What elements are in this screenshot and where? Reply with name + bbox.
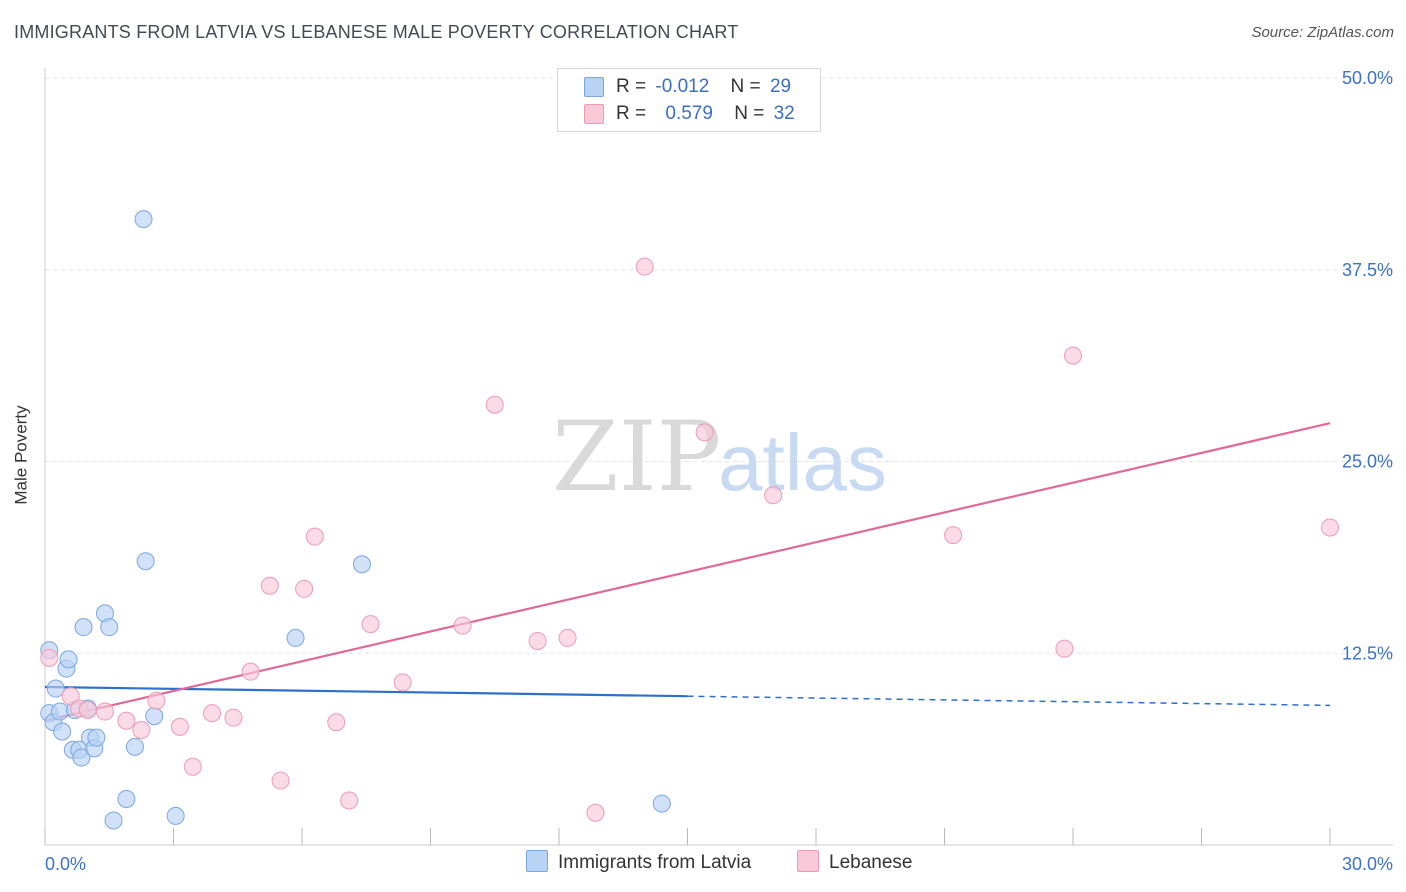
bottom-lebanese-label: Lebanese [829,852,913,873]
latvia-point [74,618,93,637]
lebanese-point [528,631,547,650]
y-tick-label: 12.5% [1342,643,1393,663]
latvia-point [100,618,119,637]
lebanese-point [40,648,59,667]
lebanese-point [271,771,290,790]
latvia-n-value: 29 [769,76,792,97]
lebanese-point [170,717,189,736]
latvia-point [166,806,185,825]
lebanese-point [1055,639,1074,658]
latvia-point [117,789,136,808]
chart-source: Source: ZipAtlas.com [1251,24,1394,41]
lebanese-point [260,576,279,595]
lebanese-swatch [584,104,604,124]
lebanese-point [361,615,380,634]
bottom-legend-lebanese: Lebanese [797,850,912,874]
watermark-zip: ZIP [552,401,721,513]
lebanese-point [485,395,504,414]
latvia-trend-extension [687,695,1331,707]
stats-legend: R = -0.012 N = 29 R = 0.579 N = 32 [557,68,821,132]
lebanese-n-value: 32 [773,103,795,124]
latvia-point [46,679,65,698]
lebanese-stats: R = 0.579 N = 32 [616,103,795,124]
lebanese-point [944,526,963,545]
lebanese-point [327,713,346,732]
lebanese-point [95,702,114,721]
bottom-latvia-swatch [526,850,548,872]
lebanese-point [1321,518,1339,537]
y-tick-label: 37.5% [1342,260,1393,280]
lebanese-point [183,757,202,776]
lebanese-point [132,720,151,739]
data-points [40,210,1339,830]
latvia-point [50,702,69,721]
latvia-point [125,737,144,756]
lebanese-point [295,579,314,598]
lebanese-point [147,691,166,710]
lebanese-point [78,701,97,720]
lebanese-point [393,673,412,692]
lebanese-point [453,616,472,635]
y-axis-label: Male Poverty [11,405,31,505]
latvia-point [72,748,91,767]
lebanese-point [635,257,654,276]
bottom-latvia-label: Immigrants from Latvia [558,852,752,873]
latvia-point [53,722,72,741]
latvia-point [652,794,671,813]
lebanese-point [61,687,80,706]
latvia-point [145,707,164,726]
lebanese-point [1064,346,1082,365]
latvia-swatch [584,77,604,97]
y-tick-label: 50.0% [1342,68,1393,88]
lebanese-point [340,791,359,810]
latvia-point [286,628,305,647]
latvia-point [87,728,106,747]
watermark-atlas: atlas [718,418,887,507]
latvia-point [136,552,155,571]
lebanese-point [224,708,243,727]
lebanese-r-value: 0.579 [665,103,713,124]
lebanese-point [695,423,714,442]
latvia-point [104,811,123,830]
lebanese-point [764,486,783,505]
bottom-lebanese-swatch [797,850,819,872]
lebanese-point [241,662,260,681]
x-tick-label: 0.0% [45,854,86,874]
watermark: ZIP atlas [552,401,887,513]
x-tick-label: 30.0% [1342,854,1393,874]
bottom-legend-latvia: Immigrants from Latvia [526,850,751,874]
latvia-point [59,650,78,669]
latvia-r-value: -0.012 [655,76,710,97]
y-tick-label: 25.0% [1342,452,1393,472]
latvia-point [352,555,371,574]
lebanese-point [305,527,324,546]
tick-labels: 12.5% 25.0% 37.5% 50.0% 0.0% 30.0% [45,68,1393,874]
chart-title: IMMIGRANTS FROM LATVIA VS LEBANESE MALE … [14,22,739,42]
lebanese-point [558,628,577,647]
lebanese-point [586,803,605,822]
lebanese-point [117,711,136,730]
latvia-stats: R = -0.012 N = 29 [616,76,792,97]
lebanese-point [203,704,222,723]
latvia-point [134,210,153,229]
latvia-trend-line [44,685,688,698]
gridlines [45,77,1393,654]
